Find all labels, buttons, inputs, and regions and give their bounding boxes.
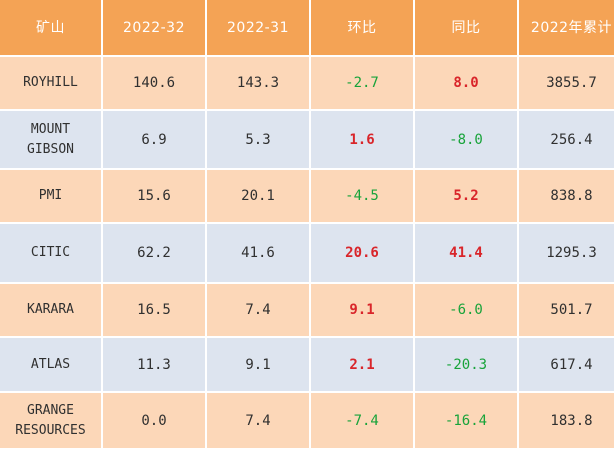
ytd-total-value: 183.8 [519,393,614,450]
week-31-value: 20.1 [207,170,309,224]
week-31-value: 41.6 [207,224,309,284]
mine-name-line: CITIC [30,245,71,260]
week-over-week-value: -2.7 [311,57,413,111]
header-year-over-year: 同比 [415,0,517,57]
week-31-value: 5.3 [207,111,309,170]
mine-name-cell: CITIC [0,224,101,284]
mine-name-cell: MOUNT GIBSON [0,111,101,170]
week-32-value: 62.2 [103,224,205,284]
mine-name-lines: ATLAS [31,355,70,375]
ytd-total-value: 1295.3 [519,224,614,284]
week-32-value: 15.6 [103,170,205,224]
mine-name-line: PMI [38,188,63,203]
week-31-value: 143.3 [207,57,309,111]
header-week-32: 2022-32 [103,0,205,57]
week-32-value: 140.6 [103,57,205,111]
header-week-31: 2022-31 [207,0,309,57]
mine-name-lines: GRANGE RESOURCES [15,401,85,441]
mine-name-lines: ROYHILL [23,73,78,93]
ytd-total-value: 617.4 [519,338,614,393]
mine-name-lines: MOUNT GIBSON [27,120,74,160]
year-over-year-value: -8.0 [415,111,517,170]
week-over-week-value: 20.6 [311,224,413,284]
mine-name-cell: GRANGE RESOURCES [0,393,101,450]
ytd-total-value: 501.7 [519,284,614,338]
mine-name-line: ATLAS [30,356,71,372]
mine-name-cell: ROYHILL [0,57,101,111]
year-over-year-value: 8.0 [415,57,517,111]
mine-name-cell: PMI [0,170,101,224]
mine-name-line: RESOURCES [15,422,86,438]
week-31-value: 9.1 [207,338,309,393]
week-32-value: 16.5 [103,284,205,338]
week-over-week-value: 1.6 [311,111,413,170]
ytd-total-value: 3855.7 [519,57,614,111]
mine-name-line: GRANGE [27,402,74,418]
week-32-value: 11.3 [103,338,205,393]
header-ytd-total: 2022年累计 [519,0,614,57]
week-over-week-value: -4.5 [311,170,413,224]
mine-name-lines: CITIC [31,243,70,263]
week-over-week-value: 2.1 [311,338,413,393]
week-31-value: 7.4 [207,284,309,338]
week-32-value: 6.9 [103,111,205,170]
header-week-over-week: 环比 [311,0,413,57]
year-over-year-value: 5.2 [415,170,517,224]
mine-name-line: ROYHILL [23,75,78,90]
mine-name-lines: KARARA [27,300,74,320]
mine-name-cell: KARARA [0,284,101,338]
mine-name-lines: PMI [39,186,62,206]
mine-name-line: GIBSON [27,141,74,157]
mine-name-cell: ATLAS [0,338,101,393]
year-over-year-value: -20.3 [415,338,517,393]
mine-name-line: KARARA [27,302,74,317]
week-32-value: 0.0 [103,393,205,450]
year-over-year-value: 41.4 [415,224,517,284]
mine-name-line: MOUNT [30,121,71,137]
week-over-week-value: 9.1 [311,284,413,338]
ytd-total-value: 838.8 [519,170,614,224]
year-over-year-value: -6.0 [415,284,517,338]
ytd-total-value: 256.4 [519,111,614,170]
year-over-year-value: -16.4 [415,393,517,450]
week-over-week-value: -7.4 [311,393,413,450]
week-31-value: 7.4 [207,393,309,450]
header-mine: 矿山 [0,0,101,57]
